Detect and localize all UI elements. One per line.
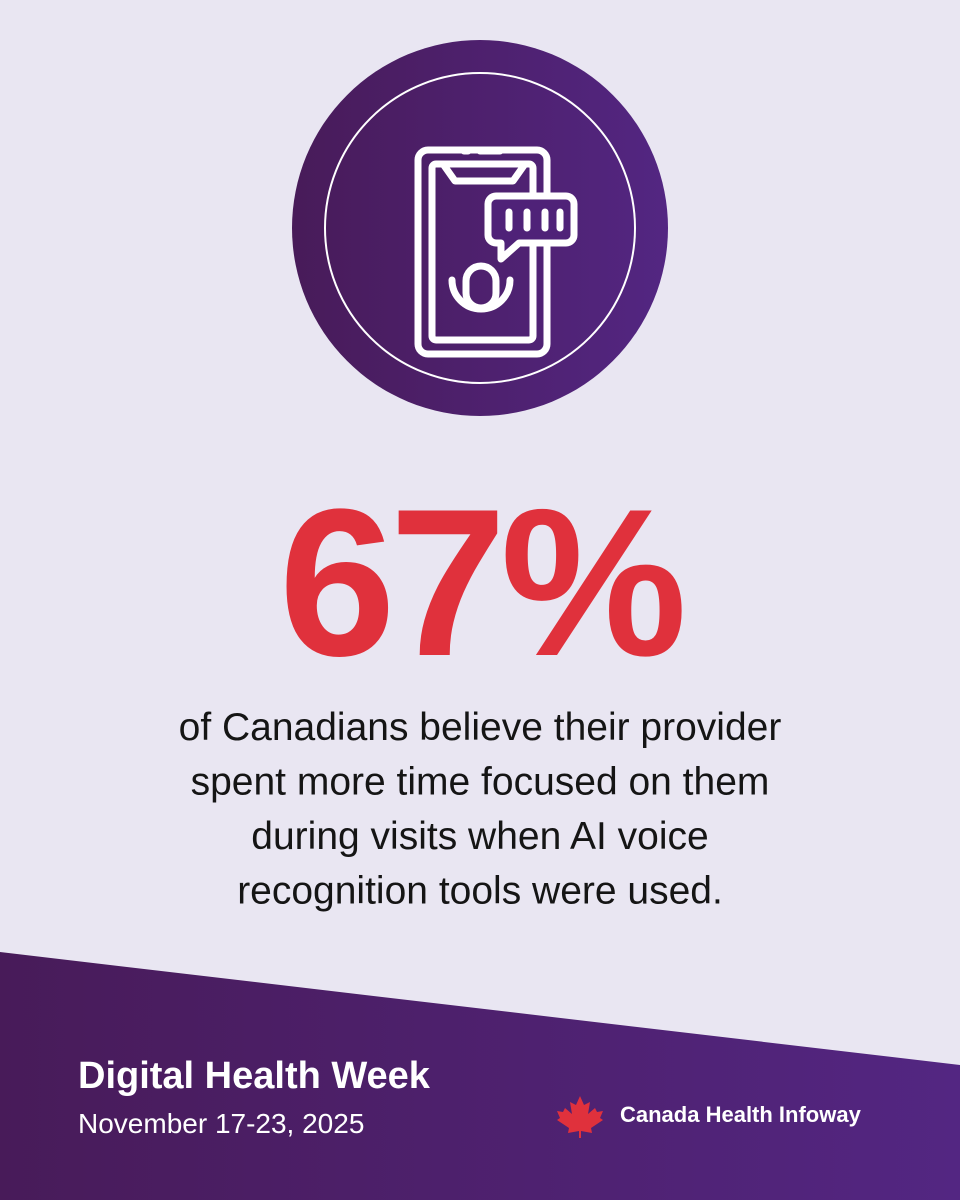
footer-title: Digital Health Week	[78, 1055, 431, 1097]
maple-leaf-logo	[557, 1096, 603, 1138]
description-line: recognition tools were used.	[237, 870, 723, 913]
footer-date: November 17-23, 2025	[78, 1108, 364, 1139]
logo-text: Canada Health Infoway	[620, 1102, 862, 1127]
phone-voice-icon	[414, 146, 578, 358]
icon-ring	[324, 72, 636, 384]
description-line: during visits when AI voice	[251, 815, 708, 858]
icon-circle	[292, 40, 668, 416]
description-line: spent more time focused on them	[191, 761, 770, 804]
description-line: of Canadians believe their provider	[179, 706, 782, 749]
stat-value: 67%	[279, 465, 683, 700]
stat-description: of Canadians believe their provider spent…	[179, 706, 782, 913]
footer-band	[0, 952, 960, 1200]
